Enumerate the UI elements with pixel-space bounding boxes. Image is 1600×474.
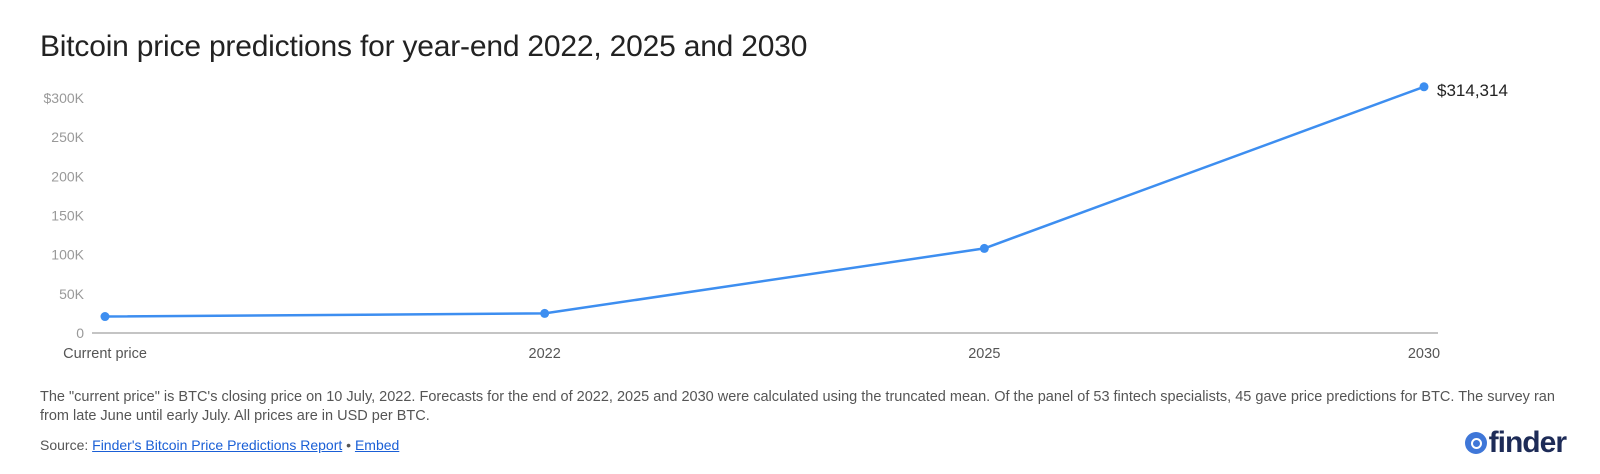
data-point[interactable] [540,308,550,318]
x-tick-label: Current price [63,346,147,362]
chart-title: Bitcoin price predictions for year-end 2… [40,30,808,63]
y-tick-label: 100K [51,247,84,263]
y-axis: 0 50K 100K 150K 200K 250K $300K [44,90,85,341]
y-tick-label: 50K [59,286,85,302]
source-separator: • [342,437,355,453]
logo-text: finder [1488,426,1567,459]
y-tick-label: $300K [44,90,85,106]
line-chart: 0 50K 100K 150K 200K 250K $300K Current price 2… [44,81,1508,362]
x-tick-label: 2030 [1408,346,1440,362]
data-label: $314,314 [1437,81,1508,100]
x-axis: Current price 2022 2025 2030 [63,346,1440,362]
finder-logo[interactable]: finder [1464,426,1567,460]
finder-search-icon [1464,432,1487,454]
source-label: Source: [40,437,93,453]
y-tick-label: 150K [51,208,84,224]
data-point[interactable] [100,312,110,322]
series-line [104,85,1425,318]
chart-footnote: The "current price" is BTC's closing pri… [40,389,1555,424]
data-point[interactable] [979,243,989,253]
x-tick-label: 2022 [529,346,561,362]
series-group [100,82,1429,322]
y-tick-label: 0 [76,325,84,341]
data-labels: $314,314 [1437,81,1508,100]
y-tick-label: 200K [51,168,84,184]
source-line: Source: Finder's Bitcoin Price Predictio… [40,437,399,453]
embed-link[interactable]: Embed [354,437,400,453]
data-point[interactable] [1419,82,1429,92]
report-link[interactable]: Finder's Bitcoin Price Predictions Repor… [92,437,343,453]
y-tick-label: 250K [51,129,84,145]
x-tick-label: 2025 [968,346,1000,362]
